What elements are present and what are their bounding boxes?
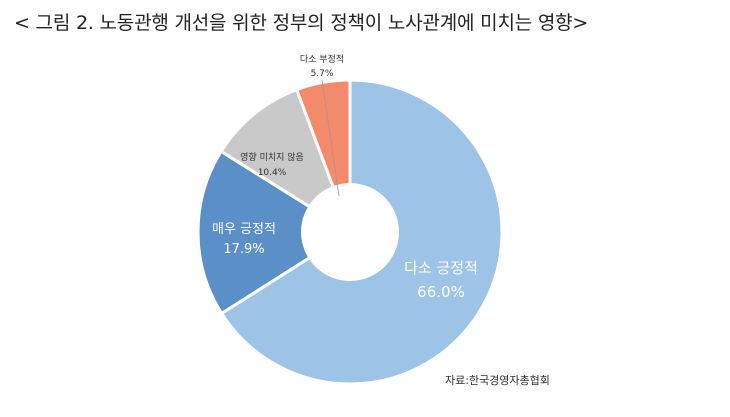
pie-slice <box>196 149 353 316</box>
slice-label: 다소 부정적 <box>300 53 344 65</box>
slice-value-label: 17.9% <box>223 242 264 257</box>
slice-label: 매우 긍정적 <box>212 222 276 237</box>
chart-title: < 그림 2. 노동관행 개선을 위한 정부의 정책이 노사관계에 미치는 영향… <box>14 12 589 34</box>
slice-label: 영향 미치지 않음 <box>240 151 304 163</box>
slice-value-label: 10.4% <box>258 168 287 178</box>
source-note: 자료:한국경영자총협회 <box>445 374 550 387</box>
slice-label: 다소 긍정적 <box>404 259 478 277</box>
slice-value-label: 5.7% <box>311 69 334 79</box>
leader-line <box>321 79 340 197</box>
labels-group: 다소 긍정적 66.0% 매우 긍정적 17.9% 영향 미치지 않음 10.4% 다소 부… <box>212 53 478 301</box>
slice-value-label: 66.0% <box>417 283 465 301</box>
donut-hole <box>301 183 399 281</box>
